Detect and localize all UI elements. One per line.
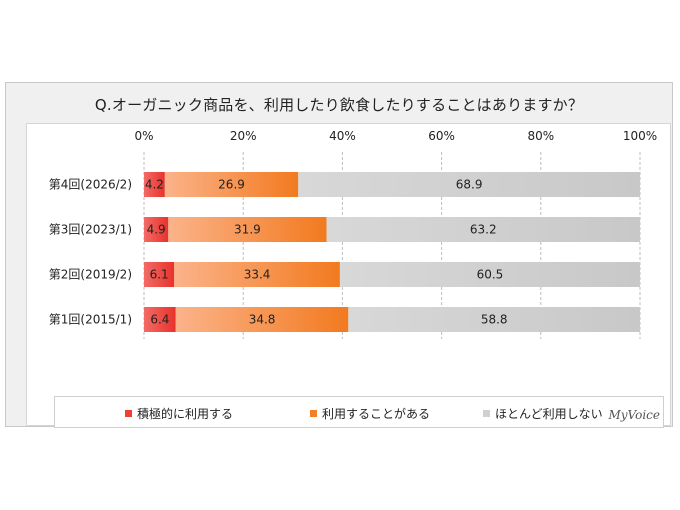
legend-swatch-rarely xyxy=(483,410,490,417)
plot-panel: 0% 20% 40% 60% 80% 100% 第4回(2026/2) 4.2 26.9 68.9… xyxy=(26,123,671,428)
data-label: 6.1 xyxy=(150,268,169,282)
data-label: 63.2 xyxy=(470,223,497,237)
bar-segment xyxy=(348,307,640,332)
category-label: 第1回(2015/1) xyxy=(49,313,132,327)
data-label: 4.2 xyxy=(145,178,164,192)
brand-logo: MyVoice xyxy=(608,408,660,422)
x-tick-label: 80% xyxy=(527,129,554,143)
x-tick-label: 60% xyxy=(428,129,455,143)
legend-item-sometimes: 利用することがある xyxy=(310,405,430,422)
category-label: 第4回(2026/2) xyxy=(49,178,132,192)
bar-segment xyxy=(144,172,165,197)
data-label: 26.9 xyxy=(218,178,245,192)
legend-swatch-sometimes xyxy=(310,410,317,417)
data-label: 68.9 xyxy=(456,178,483,192)
bar-segment xyxy=(144,307,176,332)
legend-label-rarely: ほとんど利用しない xyxy=(495,407,603,421)
bar-segment xyxy=(144,217,169,242)
legend-label-active: 積極的に利用する xyxy=(137,407,234,421)
bar-segment xyxy=(326,217,640,242)
bar-segment xyxy=(164,172,299,197)
data-label: 33.4 xyxy=(244,268,271,282)
category-label: 第3回(2023/1) xyxy=(49,223,132,237)
x-tick-label: 40% xyxy=(329,129,356,143)
legend-label-sometimes: 利用することがある xyxy=(322,407,431,421)
data-label: 58.8 xyxy=(481,313,508,327)
legend: 積極的に利用する 利用することがある ほとんど利用しない xyxy=(54,396,664,428)
chart-title: Q.オーガニック商品を、利用したり飲食したりすることはありますか？ xyxy=(94,96,584,114)
legend-item-rarely: ほとんど利用しない xyxy=(483,405,603,422)
x-tick-label: 100% xyxy=(623,129,657,143)
chart-card: Q.オーガニック商品を、利用したり飲食したりすることはありますか？ 0% 20% 4… xyxy=(5,82,673,428)
bar-segment xyxy=(298,172,640,197)
bar-segment xyxy=(168,217,327,242)
data-label: 4.9 xyxy=(147,223,166,237)
bar-segment xyxy=(174,262,340,287)
bar-segment xyxy=(339,262,640,287)
data-label: 34.8 xyxy=(249,313,276,327)
x-tick-label: 0% xyxy=(134,129,153,143)
legend-swatch-active xyxy=(125,410,132,417)
bar-segment xyxy=(144,262,175,287)
category-label: 第2回(2019/2) xyxy=(49,268,132,282)
x-tick-label: 20% xyxy=(230,129,257,143)
stacked-bar-chart: 0% 20% 40% 60% 80% 100% 第4回(2026/2) 4.2 26.9 68.9… xyxy=(49,129,657,339)
bar-segment xyxy=(175,307,349,332)
data-label: 6.4 xyxy=(150,313,169,327)
legend-item-active: 積極的に利用する xyxy=(125,405,233,422)
data-label: 60.5 xyxy=(477,268,504,282)
data-label: 31.9 xyxy=(234,223,261,237)
